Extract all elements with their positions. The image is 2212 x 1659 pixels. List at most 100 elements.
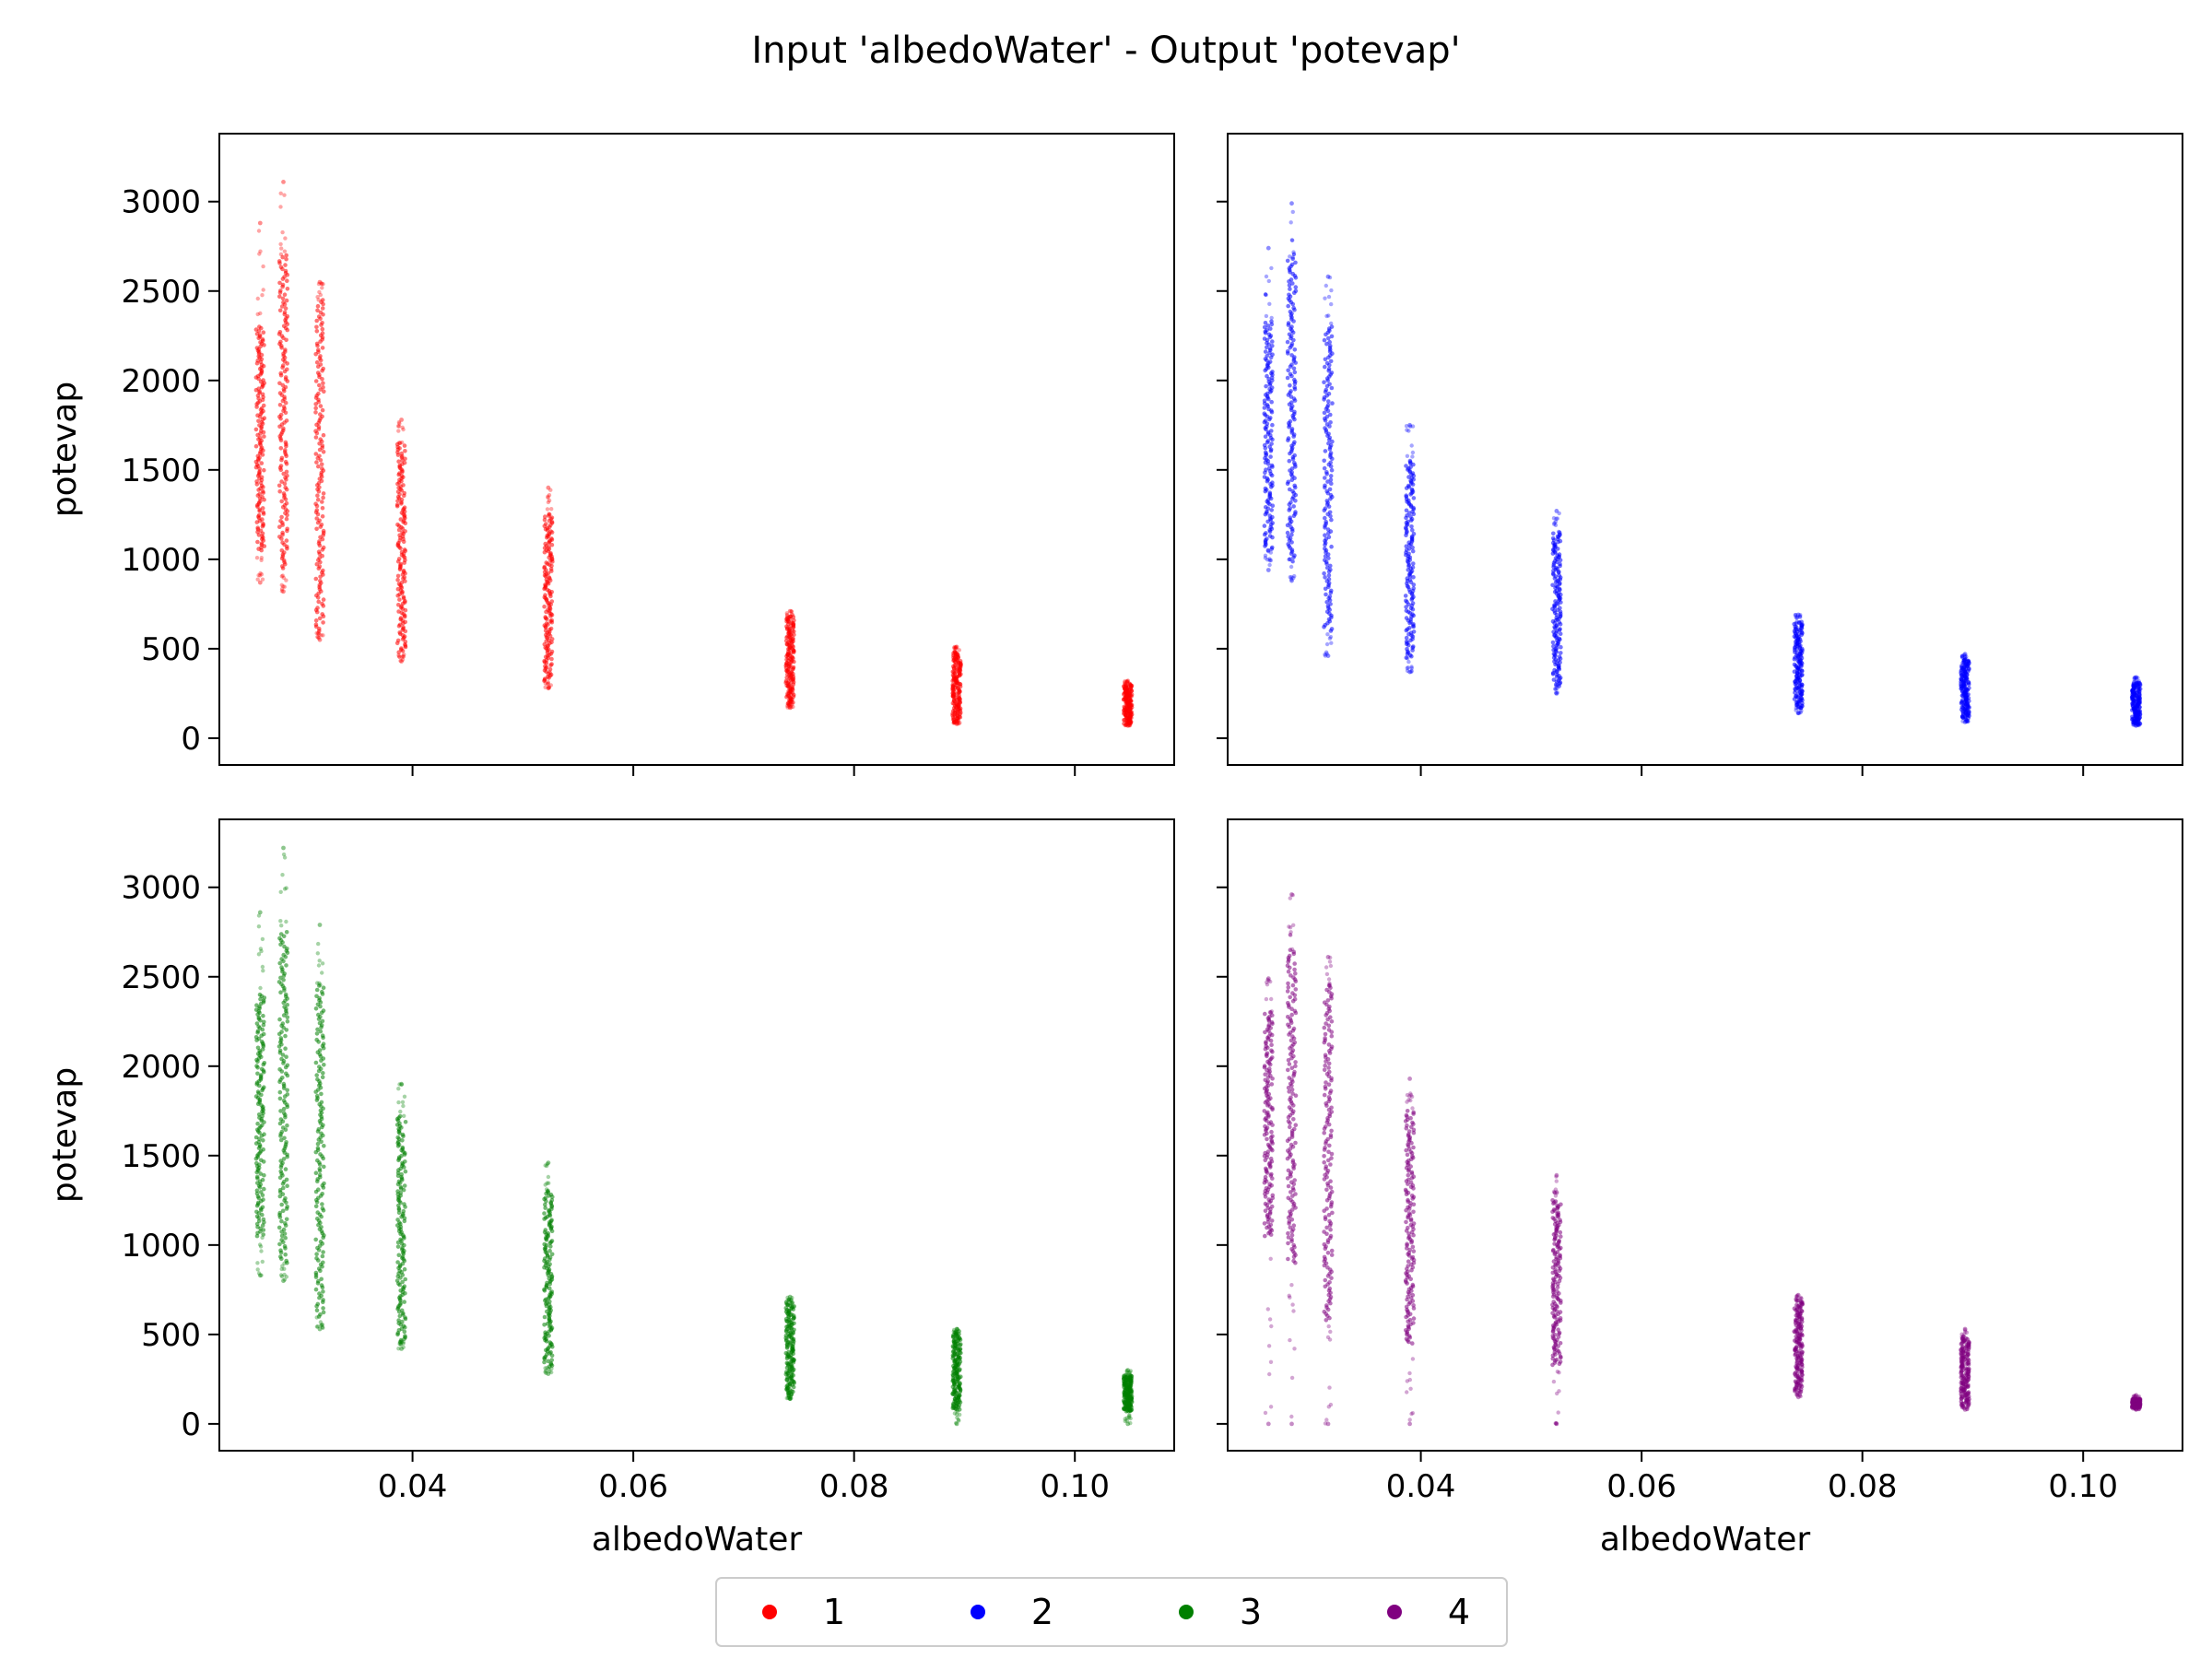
data-point	[1290, 1091, 1295, 1096]
data-point	[1411, 1316, 1417, 1321]
data-point	[321, 495, 325, 500]
data-point	[397, 421, 402, 426]
data-point	[280, 229, 285, 235]
data-point	[319, 1283, 324, 1288]
data-point	[1291, 1026, 1297, 1031]
chart-title: Input 'albedoWater' - Output 'potevap'	[751, 29, 1460, 72]
data-point	[785, 614, 790, 618]
data-point	[1270, 1134, 1275, 1139]
data-point	[281, 952, 287, 958]
data-point	[1795, 612, 1801, 618]
data-point	[283, 268, 288, 274]
data-point	[1323, 1053, 1328, 1058]
data-point	[1266, 1197, 1271, 1202]
data-point	[1328, 460, 1333, 465]
data-point	[1286, 981, 1290, 986]
data-point	[1270, 422, 1275, 428]
data-point	[1286, 303, 1290, 309]
data-point	[1327, 1337, 1333, 1342]
data-point	[259, 461, 265, 465]
data-point	[1404, 616, 1409, 620]
data-point	[285, 1183, 289, 1188]
data-point	[1404, 635, 1409, 641]
data-point	[402, 547, 407, 552]
data-point	[1123, 680, 1127, 685]
data-point	[1293, 1064, 1298, 1068]
data-point	[253, 1135, 259, 1140]
data-point	[1322, 1241, 1327, 1247]
data-point	[317, 637, 323, 642]
data-point	[1289, 466, 1295, 471]
data-point	[1270, 370, 1275, 374]
data-point	[320, 1033, 325, 1038]
data-point	[285, 1123, 289, 1128]
data-point	[1290, 991, 1295, 995]
data-point	[314, 516, 320, 521]
data-point	[1292, 961, 1297, 966]
data-point	[258, 571, 263, 576]
data-point	[282, 1135, 287, 1141]
data-point	[1124, 680, 1130, 685]
data-point	[283, 263, 288, 267]
data-point	[1285, 530, 1290, 535]
data-point	[956, 1418, 961, 1422]
data-point	[787, 608, 793, 614]
data-point	[1324, 1303, 1329, 1308]
data-point	[398, 517, 404, 522]
data-point	[955, 722, 960, 726]
data-point	[1293, 510, 1298, 514]
data-point	[277, 1089, 283, 1095]
data-point	[318, 1152, 323, 1157]
data-point	[319, 462, 324, 467]
data-point	[317, 1291, 322, 1296]
y-tick-label: 500	[141, 631, 201, 668]
data-point	[1267, 562, 1272, 568]
data-point	[1125, 722, 1130, 726]
data-point	[320, 989, 324, 994]
data-point	[1325, 1421, 1331, 1427]
data-point	[313, 1237, 319, 1242]
data-point	[1293, 260, 1298, 265]
data-point	[1292, 1347, 1297, 1351]
data-point	[315, 295, 320, 300]
data-point	[549, 1358, 554, 1362]
data-point	[547, 686, 551, 690]
data-point	[315, 1146, 321, 1150]
data-point	[277, 535, 282, 539]
data-point	[2134, 675, 2139, 680]
data-point	[279, 499, 285, 504]
data-point	[255, 539, 260, 545]
data-point	[785, 703, 790, 708]
data-point	[1404, 464, 1408, 468]
data-point	[1286, 1256, 1290, 1262]
x-axis-label: albedoWater	[592, 1521, 803, 1559]
data-point	[261, 264, 265, 269]
data-point	[1328, 477, 1334, 482]
data-point	[317, 289, 322, 295]
data-point	[314, 526, 319, 532]
data-point	[1324, 592, 1328, 597]
data-point	[276, 980, 282, 984]
data-point	[1327, 959, 1333, 964]
data-point	[1327, 1143, 1332, 1148]
data-point	[258, 947, 264, 951]
data-point	[400, 440, 405, 445]
data-point	[278, 990, 283, 994]
data-point	[1411, 532, 1417, 536]
data-point	[283, 1221, 288, 1226]
data-point	[1286, 321, 1291, 325]
data-point	[1292, 453, 1297, 458]
data-point	[320, 331, 325, 335]
data-point	[320, 506, 325, 511]
data-point	[316, 314, 322, 319]
data-point	[258, 1244, 264, 1249]
data-point	[316, 1012, 321, 1018]
data-point	[1124, 723, 1130, 727]
data-point	[1554, 509, 1559, 513]
data-point	[254, 1174, 260, 1180]
data-point	[549, 649, 555, 654]
data-point	[1289, 1375, 1295, 1381]
data-point	[549, 542, 555, 547]
data-point	[792, 618, 796, 623]
